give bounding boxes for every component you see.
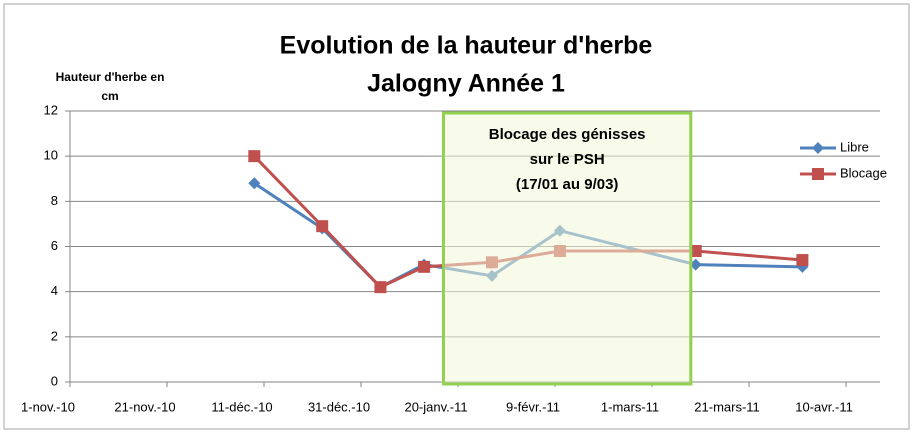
marker — [796, 254, 809, 267]
marker — [812, 142, 824, 154]
y-tick-label: 10 — [44, 148, 58, 163]
marker — [374, 281, 387, 294]
annotation-text: Blocage des génisses — [489, 126, 646, 143]
marker — [689, 258, 702, 271]
chart-title: Jalogny Année 1 — [367, 70, 565, 98]
x-tick-label: 20-janv.-11 — [404, 399, 467, 414]
marker — [812, 168, 824, 180]
chart-title: Evolution de la hauteur d'herbe — [280, 32, 653, 60]
x-tick-label: 21-mars-11 — [694, 399, 760, 414]
marker — [316, 220, 329, 233]
annotation-text: (17/01 au 9/03) — [516, 176, 619, 193]
x-tick-label: 1-mars-11 — [601, 399, 659, 414]
y-axis-label: cm — [101, 89, 118, 103]
marker — [248, 150, 261, 163]
marker — [248, 177, 261, 190]
x-tick-label: 21-nov.-10 — [114, 399, 175, 414]
x-tick-label: 11-déc.-10 — [211, 399, 272, 414]
y-tick-label: 4 — [51, 283, 58, 298]
x-tick-label: 1-nov.-10 — [21, 399, 75, 414]
x-tick-label: 10-avr.-11 — [795, 399, 853, 414]
y-tick-label: 0 — [51, 373, 58, 388]
y-tick-label: 8 — [51, 193, 58, 208]
y-tick-label: 12 — [44, 102, 58, 117]
x-tick-label: 9-févr.-11 — [506, 399, 560, 414]
y-tick-label: 2 — [51, 328, 58, 343]
legend-label: Blocage — [840, 165, 887, 180]
marker — [689, 245, 702, 258]
annotation-box — [441, 111, 693, 386]
annotation-text: sur le PSH — [530, 151, 605, 168]
legend-label: Libre — [840, 139, 869, 154]
x-tick-label: 31-déc.-10 — [308, 399, 370, 414]
y-axis-label: Hauteur d'herbe en — [56, 70, 165, 84]
marker — [418, 260, 431, 273]
y-tick-label: 6 — [51, 238, 58, 253]
